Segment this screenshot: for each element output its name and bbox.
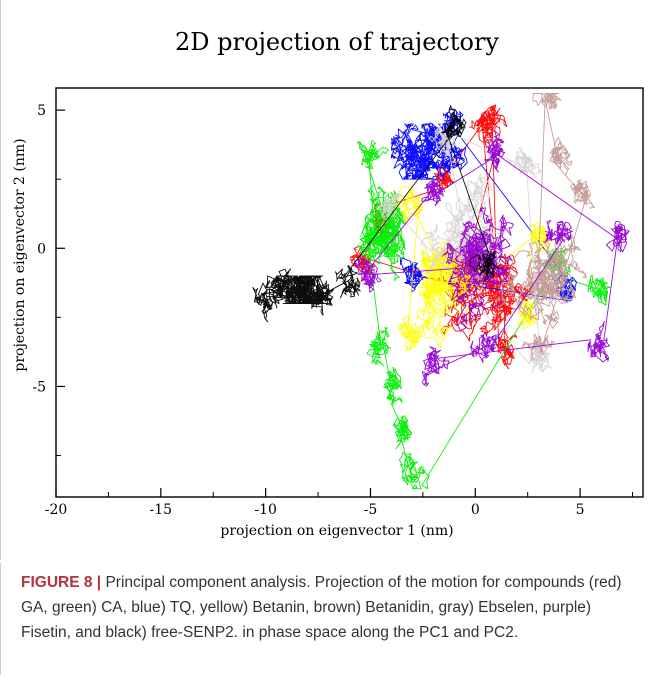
trajectory-traces	[252, 93, 630, 490]
y-tick-label: -5	[32, 379, 46, 395]
figure-caption: FIGURE 8 | Principal component analysis.…	[0, 563, 652, 675]
trajectory-series-3	[393, 184, 553, 352]
x-axis-label: projection on eigenvector 1 (nm)	[220, 523, 453, 539]
axes: -20 -15 -10 -5 0 5 5 0 -5	[32, 87, 644, 518]
x-tick-label: -10	[254, 502, 277, 518]
trajectory-series-6	[352, 130, 630, 387]
x-tick-label: 5	[576, 502, 585, 518]
x-tick-label: -15	[150, 502, 173, 518]
y-tick-label: 5	[37, 103, 46, 119]
x-tick-label: -20	[45, 502, 68, 518]
y-tick-label: 0	[37, 241, 46, 257]
figure-label: FIGURE 8 |	[21, 574, 102, 591]
trajectory-series-7	[252, 105, 500, 323]
plot-frame	[55, 87, 644, 498]
pca-chart: 2D projection of trajectory -20 -15 -10 -5 0…	[12, 28, 644, 539]
y-axis-label: projection on eigenvector 2 (nm)	[12, 138, 28, 371]
caption-text: Principal component analysis. Projection…	[21, 574, 622, 641]
trajectory-series-1	[357, 139, 611, 490]
x-tick-label: 0	[471, 502, 480, 518]
chart-title: 2D projection of trajectory	[175, 28, 499, 56]
x-tick-label: -5	[364, 502, 378, 518]
trajectory-series-4	[495, 93, 596, 362]
figure: 2D projection of trajectory -20 -15 -10 -5 0…	[0, 0, 644, 560]
trajectory-series-2	[390, 106, 577, 303]
